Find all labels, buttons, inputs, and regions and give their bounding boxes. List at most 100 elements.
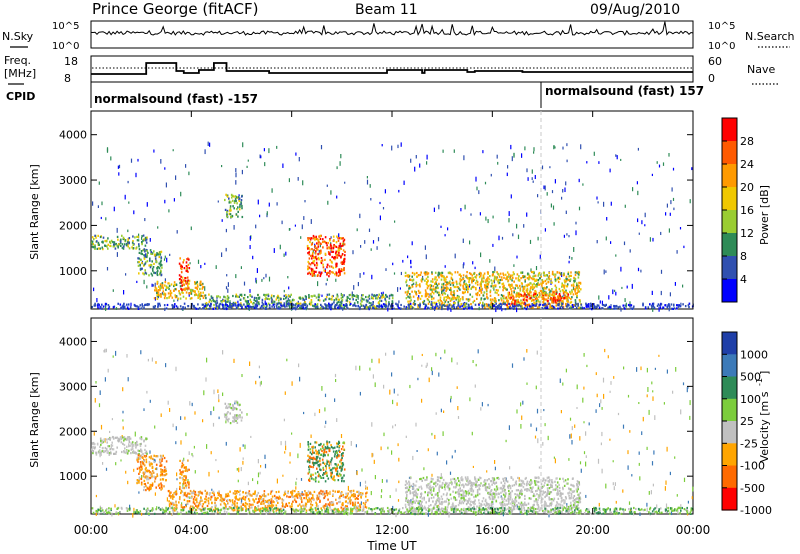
echo-cell xyxy=(569,301,572,304)
echo-cell xyxy=(460,302,463,306)
echo-speck xyxy=(669,292,671,297)
echo-cell xyxy=(179,482,181,485)
echo-cell xyxy=(319,306,322,309)
echo-cell xyxy=(148,461,151,464)
echo-speck xyxy=(396,402,398,406)
echo-cell xyxy=(505,296,508,299)
echo-cell xyxy=(424,307,426,310)
echo-cell xyxy=(325,304,328,307)
echo-cell xyxy=(558,302,560,306)
echo-cell xyxy=(184,469,187,472)
echo-cell xyxy=(216,299,218,302)
echo-cell xyxy=(408,296,411,299)
echo-cell xyxy=(131,241,134,244)
echo-speck xyxy=(136,280,138,284)
echo-cell xyxy=(619,305,621,308)
echo-cell xyxy=(407,275,410,278)
echo-speck xyxy=(141,475,143,480)
echo-cell xyxy=(353,303,355,307)
echo-cell xyxy=(281,304,283,307)
echo-cell xyxy=(291,303,294,306)
echo-cell xyxy=(185,466,187,469)
echo-cell xyxy=(175,493,177,496)
echo-speck xyxy=(336,418,338,422)
echo-cell xyxy=(486,285,488,288)
echo-speck xyxy=(629,430,631,433)
echo-cell xyxy=(427,302,430,305)
echo-speck xyxy=(154,282,156,288)
echo-cell xyxy=(522,298,525,301)
echo-cell xyxy=(388,297,391,300)
echo-cell xyxy=(517,279,520,282)
echo-cell xyxy=(544,302,547,305)
echo-speck xyxy=(471,431,473,436)
echo-cell xyxy=(307,265,309,268)
echo-cell xyxy=(318,495,321,498)
echo-cell xyxy=(554,279,557,283)
echo-cell xyxy=(438,293,441,297)
echo-cell xyxy=(335,241,338,244)
echo-cell xyxy=(275,504,278,507)
echo-cell xyxy=(201,499,203,502)
echo-cell xyxy=(577,273,580,276)
echo-cell xyxy=(106,245,108,248)
echo-speck xyxy=(448,512,450,518)
echo-speck xyxy=(387,446,389,450)
echo-cell xyxy=(294,304,296,307)
echo-cell xyxy=(123,439,125,442)
echo-cell xyxy=(459,273,462,276)
echo-cell xyxy=(483,291,486,294)
echo-cell xyxy=(306,304,308,307)
echo-cell xyxy=(343,272,346,275)
echo-speck xyxy=(457,416,460,419)
echo-cell xyxy=(99,235,102,239)
echo-cell xyxy=(236,295,239,298)
echo-speck xyxy=(530,423,532,427)
echo-cell xyxy=(191,288,193,292)
echo-speck xyxy=(234,402,236,405)
echo-speck xyxy=(544,185,546,191)
echo-cell xyxy=(207,500,210,503)
echo-cell xyxy=(286,504,289,507)
echo-cell xyxy=(480,283,482,286)
echo-cell xyxy=(534,297,537,300)
echo-cell xyxy=(191,492,193,495)
echo-cell xyxy=(265,305,268,308)
echo-speck xyxy=(265,273,267,278)
echo-cell xyxy=(313,270,316,273)
echo-cell xyxy=(495,289,498,292)
echo-cell xyxy=(314,252,317,255)
echo-cell xyxy=(148,463,151,466)
echo-cell xyxy=(140,307,142,310)
echo-cell xyxy=(138,251,141,254)
echo-cell xyxy=(299,302,302,305)
echo-cell xyxy=(374,294,377,297)
echo-speck xyxy=(164,167,166,170)
echo-cell xyxy=(432,292,435,295)
echo-cell xyxy=(468,307,470,310)
echo-speck xyxy=(524,146,526,151)
echo-cell xyxy=(478,294,481,297)
echo-cell xyxy=(142,452,144,456)
echo-cell xyxy=(538,283,541,286)
echo-cell xyxy=(104,304,107,307)
echo-speck xyxy=(410,265,412,269)
echo-speck xyxy=(207,141,209,146)
echo-cell xyxy=(438,291,440,294)
echo-cell xyxy=(376,305,378,308)
echo-cell xyxy=(162,290,165,293)
echo-cell xyxy=(436,284,439,287)
echo-cell xyxy=(116,446,118,449)
echo-cell xyxy=(206,491,209,494)
echo-cell xyxy=(138,260,140,264)
echo-cell xyxy=(134,236,136,239)
echo-cell xyxy=(153,250,155,253)
echo-cell xyxy=(299,494,301,497)
echo-cell xyxy=(309,248,311,251)
echo-speck xyxy=(457,406,459,411)
echo-cell xyxy=(489,306,492,309)
echo-cell xyxy=(144,271,147,274)
echo-speck xyxy=(496,154,498,159)
echo-speck xyxy=(286,358,288,362)
echo-cell xyxy=(194,490,197,494)
